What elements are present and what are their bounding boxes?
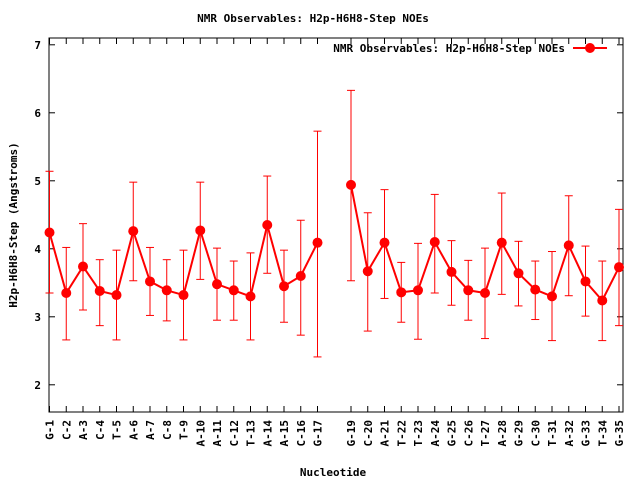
x-tick-label: T-22	[395, 420, 408, 447]
data-point	[195, 225, 206, 236]
data-point	[463, 285, 474, 296]
chart-title: NMR Observables: H2p-H6H8-Step NOEs	[197, 12, 429, 25]
x-tick-label: A-3	[77, 420, 90, 440]
data-point	[228, 285, 239, 296]
x-tick-label: G-33	[580, 420, 593, 447]
y-tick-label: 6	[34, 107, 41, 120]
x-tick-label: T-31	[546, 420, 559, 447]
data-point	[128, 226, 139, 237]
x-tick-label: C-30	[529, 420, 542, 447]
data-point	[413, 285, 423, 296]
legend-label: NMR Observables: H2p-H6H8-Step NOEs	[333, 42, 565, 55]
data-point	[44, 227, 55, 238]
x-tick-label: T-5	[111, 420, 124, 440]
data-point	[78, 261, 88, 272]
data-point	[346, 179, 356, 190]
y-axis: 2 3 4 5 6 7	[34, 39, 623, 392]
legend: NMR Observables: H2p-H6H8-Step NOEs	[333, 42, 607, 55]
x-tick-label: C-26	[462, 420, 475, 447]
data-point	[614, 262, 624, 273]
x-tick-label: G-17	[312, 420, 325, 447]
x-tick-label: C-8	[161, 420, 174, 440]
data-point	[178, 290, 189, 301]
error-bars	[45, 89, 623, 358]
data-point	[580, 276, 591, 287]
x-tick-label: C-4	[94, 420, 107, 440]
x-axis: G-1 C-2 A-3 C-4 T-5 A-6 A-7 C-8 T-9 A-10 A-11 C-12 T…	[44, 38, 626, 447]
data-point	[312, 237, 323, 248]
data-point	[480, 288, 490, 298]
data-point	[111, 290, 122, 301]
x-tick-label: A-7	[144, 420, 157, 440]
data-point	[563, 240, 574, 251]
x-tick-label: A-24	[429, 420, 442, 447]
series-points	[44, 179, 624, 306]
x-tick-label: G-19	[345, 420, 358, 447]
x-tick-label: A-6	[127, 420, 140, 440]
x-tick-label: G-25	[446, 420, 459, 447]
data-point	[379, 237, 390, 248]
data-point	[530, 284, 541, 295]
y-tick-label: 5	[34, 175, 41, 188]
x-tick-label: A-28	[496, 420, 509, 447]
x-tick-label: T-27	[479, 420, 492, 447]
data-point	[212, 279, 222, 290]
data-point	[145, 276, 155, 287]
x-tick-label: G-1	[44, 420, 57, 440]
x-tick-label: C-12	[228, 420, 241, 447]
data-point	[262, 220, 273, 230]
x-axis-label: Nucleotide	[300, 466, 367, 479]
x-tick-label: T-23	[412, 420, 425, 447]
data-point	[61, 288, 72, 298]
data-point	[94, 285, 105, 296]
data-point	[496, 237, 507, 248]
series-lines	[48, 184, 620, 303]
data-point	[597, 295, 608, 306]
x-tick-label: A-11	[211, 420, 224, 447]
data-point	[279, 281, 289, 292]
data-point	[513, 268, 524, 279]
data-point	[245, 291, 256, 302]
data-point	[396, 287, 407, 298]
data-point	[446, 266, 457, 277]
data-point	[161, 285, 172, 296]
x-tick-label: G-29	[513, 420, 526, 447]
y-tick-label: 4	[34, 243, 41, 256]
x-tick-label: A-10	[194, 420, 207, 447]
x-tick-label: A-15	[278, 420, 291, 447]
y-tick-label: 3	[34, 311, 41, 324]
y-tick-label: 7	[34, 39, 41, 52]
data-point	[295, 271, 306, 281]
data-point	[362, 266, 373, 277]
data-point	[429, 237, 440, 247]
legend-marker	[585, 43, 595, 53]
x-tick-label: C-16	[295, 420, 308, 447]
x-tick-label: C-2	[60, 420, 73, 440]
x-tick-label: A-32	[563, 420, 576, 447]
plot-frame	[48, 37, 624, 413]
x-tick-label: T-9	[178, 420, 191, 440]
y-tick-label: 2	[34, 379, 41, 392]
x-tick-label: T-13	[245, 420, 258, 447]
x-tick-label: T-34	[596, 420, 609, 447]
x-tick-label: A-21	[379, 420, 392, 447]
x-tick-label: G-35	[613, 420, 626, 447]
y-axis-label: H2p-H6H8-Step (Angstroms)	[7, 142, 20, 308]
x-tick-label: C-20	[362, 420, 375, 447]
data-point	[547, 291, 557, 302]
x-tick-label: A-14	[261, 420, 274, 447]
